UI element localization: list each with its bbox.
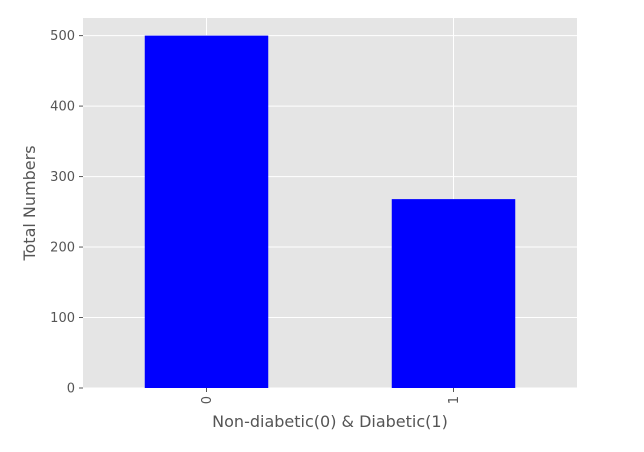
bar-1	[391, 199, 516, 388]
y-tick-label: 200	[50, 241, 75, 256]
x-tick-label: 0	[200, 396, 215, 404]
y-tick-label: 400	[50, 100, 75, 115]
x-tick-label: 1	[447, 396, 462, 404]
y-tick-label: 300	[50, 170, 75, 185]
y-tick-label: 500	[50, 29, 75, 44]
x-axis-label: Non-diabetic(0) & Diabetic(1)	[212, 412, 448, 431]
y-tick-label: 100	[50, 311, 75, 326]
bar-0	[144, 35, 269, 388]
y-axis-ticks: 0 100 200 300 400 500	[50, 29, 83, 397]
bars	[144, 35, 516, 388]
y-axis-label: Total Numbers	[20, 145, 39, 261]
y-tick-label: 0	[67, 382, 75, 397]
